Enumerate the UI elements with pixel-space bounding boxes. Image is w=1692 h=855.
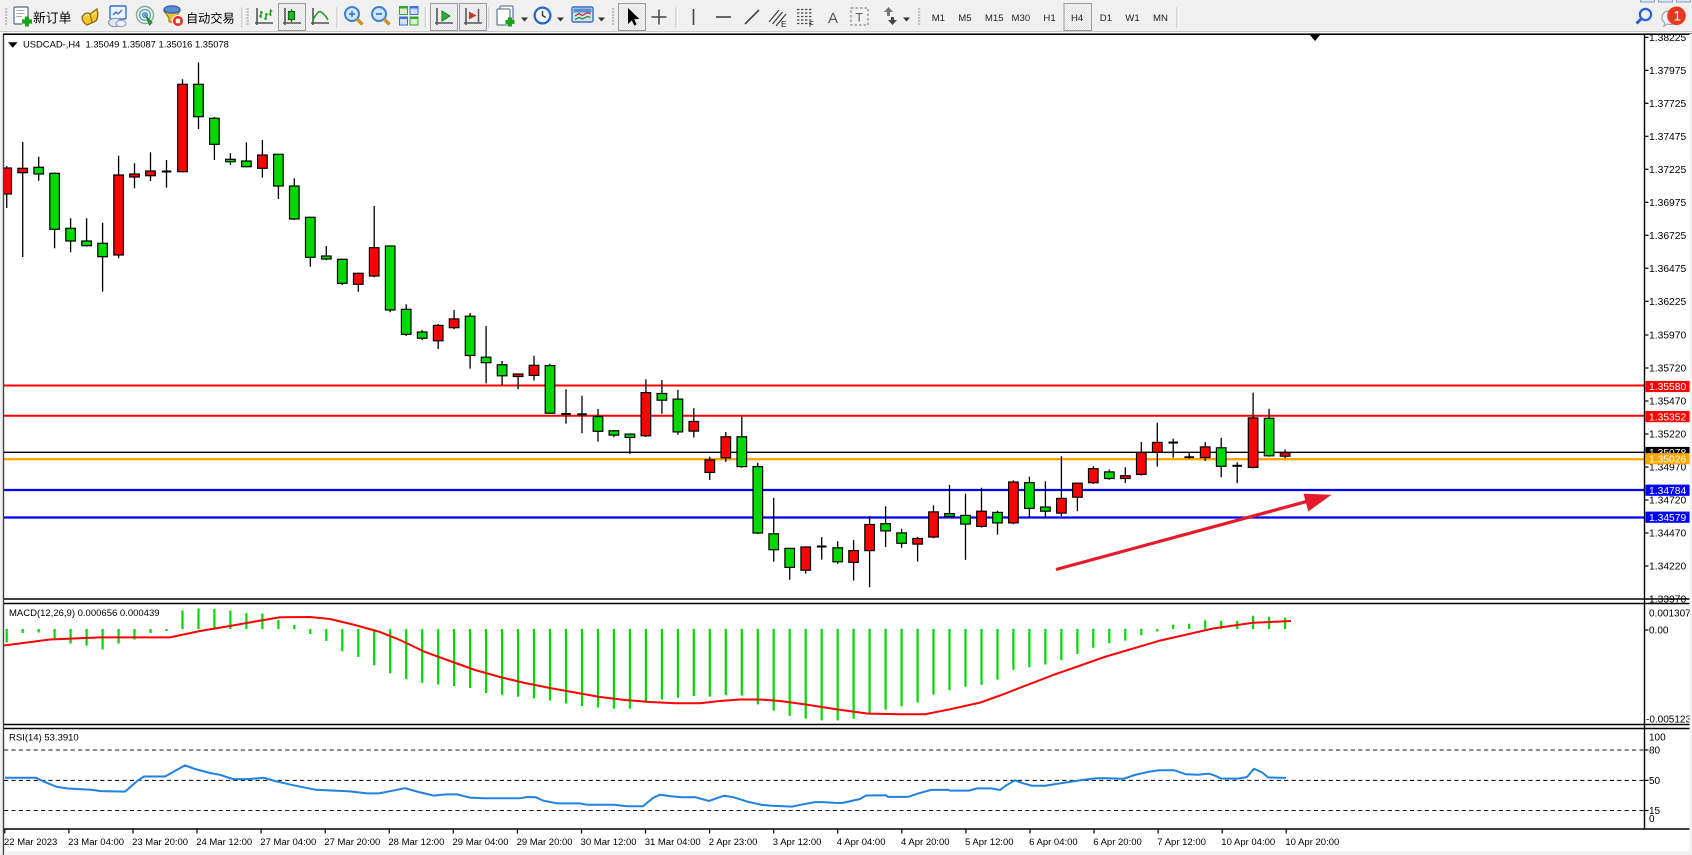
- svg-text:1.37475: 1.37475: [1649, 132, 1686, 143]
- svg-text:1.37975: 1.37975: [1649, 66, 1686, 77]
- svg-text:-0.005123: -0.005123: [1646, 715, 1691, 726]
- svg-text:23 Mar 20:00: 23 Mar 20:00: [132, 837, 188, 848]
- svg-text:1.35970: 1.35970: [1649, 331, 1686, 342]
- svg-text:0.00: 0.00: [1649, 626, 1669, 637]
- svg-text:2 Apr 23:00: 2 Apr 23:00: [709, 837, 758, 848]
- svg-text:1.35352: 1.35352: [1649, 412, 1686, 423]
- svg-text:3 Apr 12:00: 3 Apr 12:00: [773, 837, 822, 848]
- svg-text:31 Mar 04:00: 31 Mar 04:00: [645, 837, 701, 848]
- svg-text:1.33970: 1.33970: [1649, 595, 1686, 606]
- svg-text:W1: W1: [1125, 13, 1139, 24]
- svg-text:1.34720: 1.34720: [1649, 496, 1686, 507]
- svg-text:RSI(14) 53.3910: RSI(14) 53.3910: [9, 733, 79, 744]
- svg-text:1.34220: 1.34220: [1649, 562, 1686, 573]
- svg-text:0: 0: [1649, 814, 1655, 825]
- svg-text:80: 80: [1649, 746, 1661, 757]
- svg-text:1: 1: [1674, 9, 1682, 24]
- svg-text:1.35720: 1.35720: [1649, 364, 1686, 375]
- svg-text:1.34579: 1.34579: [1649, 513, 1686, 524]
- svg-text:15: 15: [1649, 806, 1661, 817]
- svg-text:10 Apr 20:00: 10 Apr 20:00: [1285, 837, 1339, 848]
- svg-text:新订单: 新订单: [33, 11, 72, 26]
- svg-text:1.35580: 1.35580: [1649, 382, 1686, 393]
- svg-text:MACD(12,26,9) 0.000656 0.00043: MACD(12,26,9) 0.000656 0.000439: [9, 608, 160, 619]
- svg-text:10 Apr 04:00: 10 Apr 04:00: [1221, 837, 1275, 848]
- svg-text:1.36225: 1.36225: [1649, 297, 1686, 308]
- svg-text:USDCAD-,H4 1.35049 1.35087 1.: USDCAD-,H4 1.35049 1.35087 1.35016 1.350…: [23, 39, 229, 50]
- svg-text:1.34784: 1.34784: [1649, 486, 1686, 497]
- svg-text:29 Mar 20:00: 29 Mar 20:00: [517, 837, 573, 848]
- svg-text:7 Apr 12:00: 7 Apr 12:00: [1157, 837, 1206, 848]
- svg-text:4 Apr 04:00: 4 Apr 04:00: [837, 837, 886, 848]
- svg-text:24 Mar 12:00: 24 Mar 12:00: [196, 837, 252, 848]
- svg-text:MN: MN: [1153, 13, 1168, 24]
- svg-text:22 Mar 2023: 22 Mar 2023: [4, 837, 57, 848]
- svg-text:1.36475: 1.36475: [1649, 264, 1686, 275]
- svg-text:6 Apr 20:00: 6 Apr 20:00: [1093, 837, 1142, 848]
- svg-text:M15: M15: [985, 13, 1004, 24]
- svg-text:H4: H4: [1071, 13, 1084, 24]
- svg-text:E: E: [781, 20, 786, 29]
- svg-text:1.35026: 1.35026: [1649, 454, 1686, 465]
- svg-text:A: A: [828, 10, 838, 27]
- svg-text:1.36725: 1.36725: [1649, 231, 1686, 242]
- svg-text:1.34970: 1.34970: [1649, 463, 1686, 474]
- svg-text:0.001307: 0.001307: [1649, 609, 1691, 620]
- svg-text:D1: D1: [1100, 13, 1112, 24]
- svg-text:4 Apr 20:00: 4 Apr 20:00: [901, 837, 950, 848]
- svg-text:1.36975: 1.36975: [1649, 198, 1686, 209]
- svg-text:100: 100: [1649, 733, 1666, 744]
- svg-text:T: T: [856, 11, 864, 25]
- svg-text:30 Mar 12:00: 30 Mar 12:00: [581, 837, 637, 848]
- svg-text:5 Apr 12:00: 5 Apr 12:00: [965, 837, 1014, 848]
- svg-text:29 Mar 04:00: 29 Mar 04:00: [453, 837, 509, 848]
- svg-text:1.37725: 1.37725: [1649, 99, 1686, 110]
- svg-text:23 Mar 04:00: 23 Mar 04:00: [68, 837, 124, 848]
- svg-text:1.38225: 1.38225: [1649, 33, 1686, 44]
- svg-text:M5: M5: [958, 13, 971, 24]
- svg-text:M1: M1: [932, 13, 945, 24]
- svg-text:27 Mar 04:00: 27 Mar 04:00: [260, 837, 316, 848]
- svg-text:6 Apr 04:00: 6 Apr 04:00: [1029, 837, 1078, 848]
- svg-text:1.35220: 1.35220: [1649, 430, 1686, 441]
- svg-text:H1: H1: [1043, 13, 1055, 24]
- svg-text:1.37225: 1.37225: [1649, 165, 1686, 176]
- svg-text:50: 50: [1649, 776, 1661, 787]
- svg-text:自动交易: 自动交易: [186, 11, 235, 26]
- svg-text:M30: M30: [1012, 13, 1031, 24]
- svg-text:F: F: [809, 20, 814, 29]
- svg-text:27 Mar 20:00: 27 Mar 20:00: [324, 837, 380, 848]
- svg-text:1.34470: 1.34470: [1649, 529, 1686, 540]
- svg-text:28 Mar 12:00: 28 Mar 12:00: [388, 837, 444, 848]
- svg-text:1.35470: 1.35470: [1649, 397, 1686, 408]
